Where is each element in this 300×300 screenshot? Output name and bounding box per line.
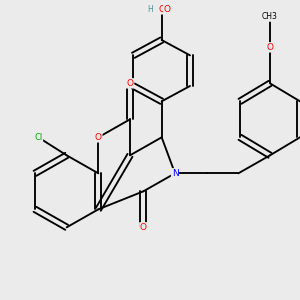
Text: Cl: Cl bbox=[34, 133, 43, 142]
Text: O: O bbox=[140, 223, 147, 232]
Text: O: O bbox=[164, 5, 171, 14]
Text: N: N bbox=[172, 169, 178, 178]
Text: H: H bbox=[147, 5, 153, 14]
Text: O: O bbox=[95, 133, 102, 142]
Text: O: O bbox=[266, 43, 274, 52]
Text: O: O bbox=[127, 79, 134, 88]
Text: O: O bbox=[158, 5, 165, 14]
Text: CH3: CH3 bbox=[262, 12, 278, 21]
